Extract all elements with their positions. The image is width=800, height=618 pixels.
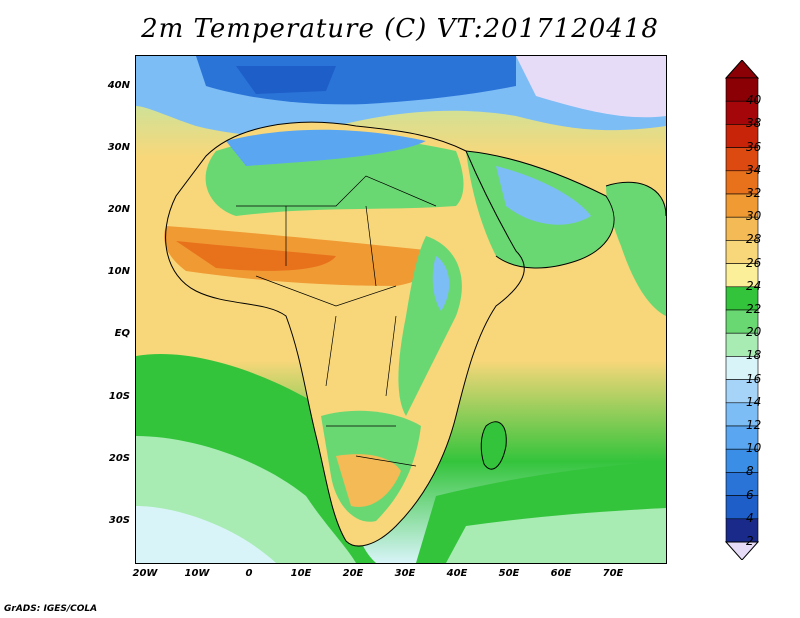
madagascar <box>481 421 507 470</box>
lon-label-50e: 50E <box>498 568 520 579</box>
color-bar-label: 30 <box>746 209 762 224</box>
color-bar-label: 28 <box>746 232 762 247</box>
lon-label-10e: 10E <box>290 568 312 579</box>
grads-credit: GrADS: IGES/COLA <box>4 604 98 614</box>
color-bar-label: 26 <box>746 255 762 270</box>
lat-label-10s: 10S <box>108 391 130 402</box>
map-title: 2m Temperature (C) VT:2017120418 <box>141 14 659 44</box>
color-bar-label: 18 <box>746 348 762 363</box>
cold-north-east-region <box>516 56 666 118</box>
color-bar-label: 12 <box>746 418 762 432</box>
africa-coastline <box>165 121 525 547</box>
color-bar-high-triangle <box>724 60 760 79</box>
lat-label-40n: 40N <box>107 80 130 91</box>
color-bar-label: 6 <box>746 487 754 502</box>
color-bar-label: 24 <box>746 278 762 293</box>
color-bar-label: 16 <box>746 371 762 386</box>
africa-land <box>165 122 525 546</box>
lon-label-40e: 40E <box>446 568 468 579</box>
color-bar-label: 36 <box>746 139 762 154</box>
lat-label-20n: 20N <box>107 204 130 215</box>
color-bar-label: 34 <box>746 162 762 177</box>
lon-label-0: 0 <box>245 568 253 579</box>
color-bar-label: 14 <box>746 394 762 409</box>
lon-label-20w: 20W <box>132 568 158 579</box>
color-bar-label: 4 <box>746 510 754 525</box>
color-bar-label: 40 <box>746 93 762 108</box>
india-region <box>606 182 666 316</box>
color-bar <box>724 60 760 560</box>
lat-label-eq: EQ <box>114 328 130 339</box>
color-bar-label: 20 <box>746 325 762 340</box>
color-bar-label: 22 <box>746 302 762 316</box>
temperature-map <box>135 55 667 564</box>
color-bar-label: 38 <box>746 116 762 131</box>
lat-label-10n: 10N <box>107 266 130 277</box>
lon-label-60e: 60E <box>550 568 572 579</box>
lat-label-30s: 30S <box>108 515 130 526</box>
color-bar-label: 2 <box>746 534 754 548</box>
lat-label-20s: 20S <box>108 453 130 464</box>
color-bar-low-triangle <box>724 541 760 560</box>
lon-label-30e: 30E <box>394 568 416 579</box>
color-bar-label: 8 <box>746 464 754 479</box>
lon-label-70e: 70E <box>602 568 624 579</box>
lon-label-10w: 10W <box>184 568 210 579</box>
color-bar-label: 32 <box>746 186 762 200</box>
color-bar-label: 10 <box>746 441 762 456</box>
lat-label-30n: 30N <box>107 142 130 153</box>
country-borders <box>236 175 437 467</box>
lon-label-20e: 20E <box>342 568 364 579</box>
